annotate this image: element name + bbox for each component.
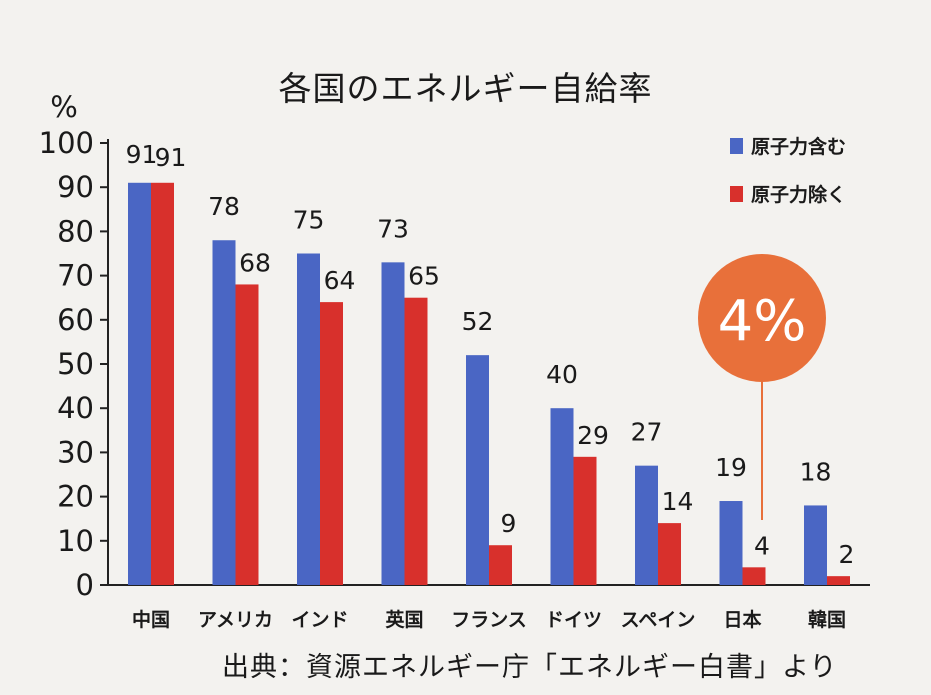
bar-原子力除く-英国: [404, 297, 428, 585]
bar-原子力除く-中国: [151, 182, 174, 585]
x-tick-label: 中国: [132, 608, 170, 631]
bars: [128, 182, 850, 586]
legend-label: 原子力含む: [751, 135, 846, 158]
data-label: 9: [501, 509, 517, 538]
x-tick-label: 日本: [723, 608, 761, 631]
data-label: 68: [239, 248, 271, 277]
bar-原子力含む-インド: [297, 253, 320, 585]
data-label: 78: [208, 192, 240, 221]
bar-原子力除く-スペイン: [658, 523, 681, 585]
data-label: 65: [408, 262, 440, 291]
x-tick-label: インド: [291, 609, 348, 631]
bar-原子力含む-ドイツ: [550, 408, 574, 585]
data-label: 29: [577, 421, 609, 450]
bar-原子力除く-アメリカ: [235, 284, 259, 585]
x-tick-label: 英国: [385, 608, 423, 631]
data-label: 52: [462, 307, 494, 336]
y-tick-label: 20: [57, 480, 94, 514]
data-label: 19: [715, 453, 747, 482]
bar-原子力含む-フランス: [466, 355, 489, 585]
y-tick-label: 0: [76, 568, 94, 602]
bar-原子力除く-ドイツ: [573, 456, 597, 585]
data-label: 4: [754, 531, 770, 560]
bar-原子力含む-日本: [719, 501, 743, 585]
callout-annotation: 4%: [698, 254, 826, 520]
bar-原子力含む-中国: [128, 182, 151, 585]
callout-bubble: [698, 254, 826, 382]
y-tick-label: 10: [57, 524, 94, 558]
data-label: 40: [546, 360, 578, 389]
x-tick-label: フランス: [451, 609, 527, 631]
chart-title: 各国のエネルギー自給率: [278, 69, 653, 108]
x-tick-label: ドイツ: [545, 609, 602, 631]
y-axis-label: %: [50, 90, 78, 124]
y-tick-label: 60: [57, 303, 94, 337]
bar-原子力含む-スペイン: [635, 465, 658, 585]
y-tick-label: 100: [39, 126, 94, 160]
x-tick-label: 韓国: [808, 608, 846, 631]
bar-原子力除く-韓国: [827, 576, 850, 585]
y-tick-label: 80: [57, 214, 94, 248]
bar-原子力除く-日本: [742, 567, 766, 585]
bar-原子力含む-韓国: [804, 505, 827, 585]
x-tick-label: アメリカ: [198, 609, 273, 631]
data-label: 2: [839, 540, 855, 569]
x-tick-label: スペイン: [621, 609, 696, 631]
y-tick-label: 70: [57, 259, 94, 293]
y-tick-label: 30: [57, 435, 94, 469]
y-tick-label: 90: [57, 170, 94, 204]
bar-原子力含む-英国: [381, 262, 405, 585]
callout-text: 4%: [718, 289, 807, 354]
y-tick-label: 40: [57, 391, 94, 425]
data-label: 18: [800, 457, 832, 486]
data-label: 64: [324, 266, 356, 295]
y-tick-label: 50: [57, 347, 94, 381]
legend-swatch-原子力除く: [730, 186, 743, 202]
data-label: 91: [155, 143, 187, 172]
bar-原子力除く-フランス: [489, 545, 512, 585]
source-note: 出典：資源エネルギー庁「エネルギー白書」より: [222, 652, 838, 683]
data-label: 91: [126, 140, 158, 169]
axes: 0 10 20 30 40 50 60 70 80 90 100% 中国 アメリカ インド 英国 フランス ドイ…: [39, 90, 870, 631]
legend-label: 原子力除く: [751, 183, 846, 206]
legend-swatch-原子力含む: [730, 138, 743, 154]
data-label: 75: [293, 206, 325, 235]
data-label: 14: [662, 487, 694, 516]
data-label: 73: [377, 214, 409, 243]
bar-原子力除く-インド: [320, 302, 343, 585]
bar-原子力含む-アメリカ: [212, 240, 236, 586]
data-label: 27: [631, 418, 663, 447]
